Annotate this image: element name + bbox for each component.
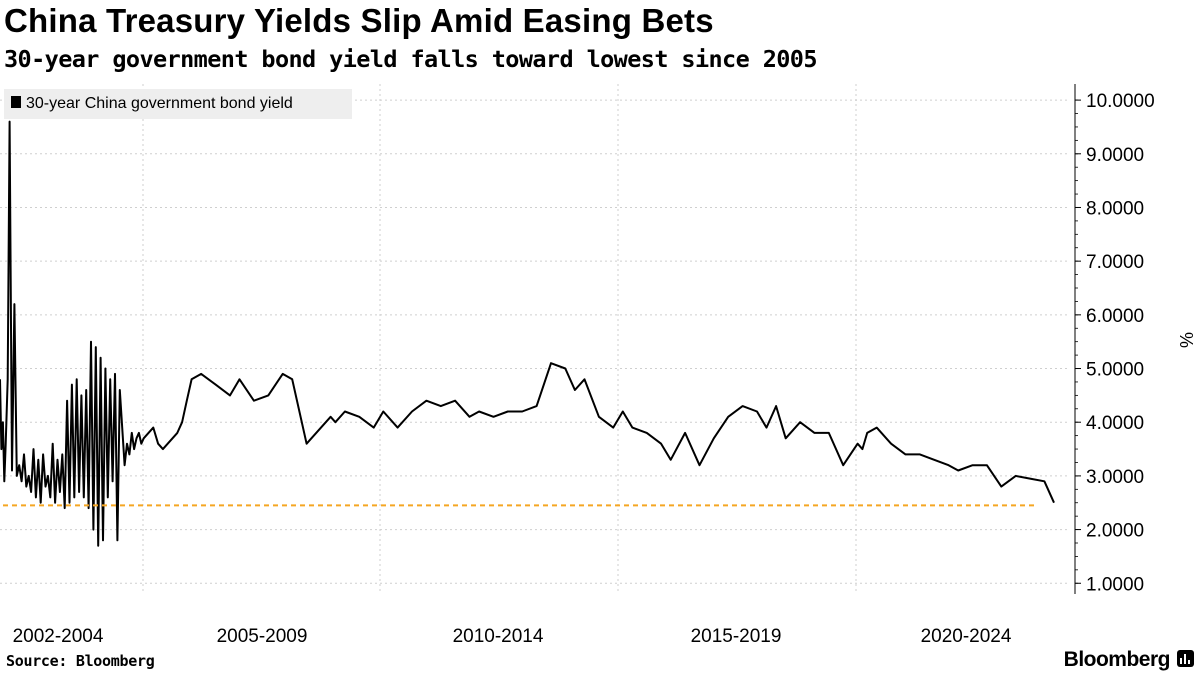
y-tick-label: 2.0000 <box>1086 521 1144 542</box>
bloomberg-mark-icon <box>1177 650 1194 667</box>
x-tick-label: 2010-2014 <box>453 626 544 647</box>
y-tick-label: 1.0000 <box>1086 574 1144 595</box>
y-tick-label: 4.0000 <box>1086 413 1144 434</box>
y-tick-label: 6.0000 <box>1086 306 1144 327</box>
legend-label: 30-year China government bond yield <box>26 95 293 112</box>
y-tick-label: 7.0000 <box>1086 252 1144 273</box>
x-tick-label: 2005-2009 <box>217 626 308 647</box>
y-tick-label: 8.0000 <box>1086 198 1144 219</box>
brand-logo: Bloomberg <box>1063 648 1171 671</box>
legend-box <box>4 89 352 119</box>
x-tick-label: 2015-2019 <box>691 626 782 647</box>
y-tick-label: 10.0000 <box>1086 91 1155 112</box>
chart-subtitle: 30-year government bond yield falls towa… <box>4 45 818 73</box>
y-tick-label: 5.0000 <box>1086 360 1144 381</box>
x-tick-label: 2002-2004 <box>13 626 104 647</box>
y-tick-label: 9.0000 <box>1086 145 1144 166</box>
chart-title: China Treasury Yields Slip Amid Easing B… <box>4 2 714 39</box>
source-note: Source: Bloomberg <box>6 652 155 670</box>
legend-swatch <box>11 96 21 108</box>
y-axis-label: % <box>1176 332 1196 348</box>
x-tick-label: 2020-2024 <box>921 626 1012 647</box>
series-line <box>0 120 1055 547</box>
y-tick-label: 3.0000 <box>1086 467 1144 488</box>
